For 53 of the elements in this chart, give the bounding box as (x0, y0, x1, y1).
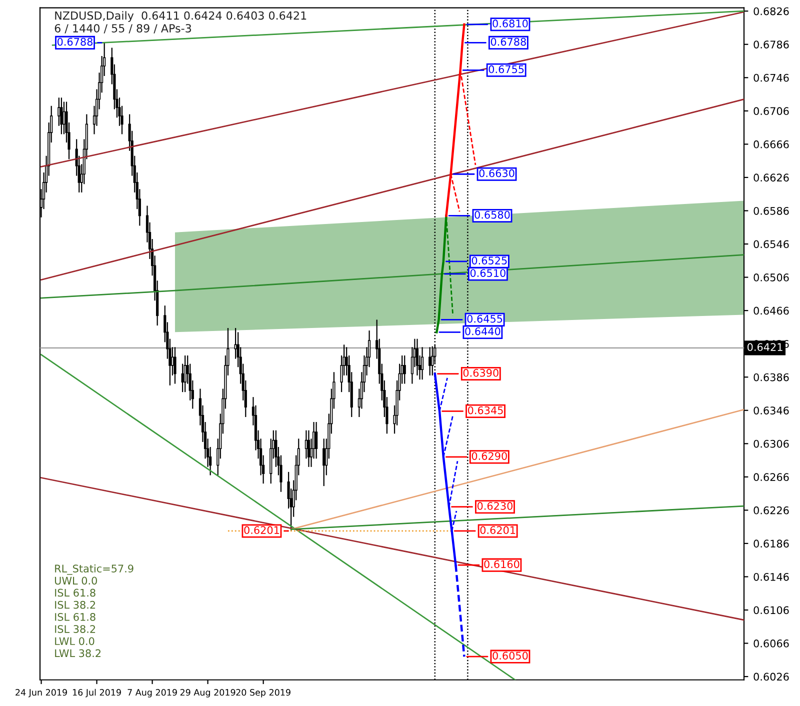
x-tick-label: 7 Aug 2019 (128, 689, 177, 698)
data-label: 0.6390 (463, 368, 498, 377)
x-tick-label: 16 Jul 2019 (72, 688, 121, 698)
data-label: 0.6630 (479, 169, 514, 178)
data-label: 0.6788 (490, 38, 526, 46)
annotation: LWL 38.2 (55, 649, 100, 658)
y-tick-label: 0.6066 (754, 640, 789, 648)
y-tick-label: 0.6146 (754, 572, 789, 581)
x-tick-label: 20 Sep 2019 (236, 689, 290, 698)
x-tick-label: 29 Aug 2019 (180, 689, 236, 698)
annotation: 0.6201 (244, 526, 279, 534)
data-label: 0.6755 (488, 65, 524, 74)
y-tick-label: 0.6226 (754, 506, 789, 514)
y-tick-label: 0.6666 (754, 140, 789, 148)
y-tick-label: 0.6506 (754, 274, 789, 282)
data-label: 0.6160 (484, 560, 520, 568)
data-label: 0.6345 (468, 406, 503, 414)
data-label: 0.6440 (465, 327, 500, 336)
y-tick-label: 0.6626 (754, 174, 789, 182)
annotation: ISL 61.8 (55, 588, 96, 597)
y-tick-label: 0.6386 (754, 373, 789, 382)
y-tick-label: 0.6186 (754, 540, 789, 548)
data-label: 0.6810 (492, 20, 528, 28)
annotation: LWL 0.0 (55, 637, 94, 646)
y-tick-label: 0.6706 (754, 107, 789, 116)
annotation: ISL 61.8 (55, 613, 96, 621)
annotation: UWL 0.0 (54, 576, 97, 585)
y-tick-label: 0.6466 (754, 306, 789, 315)
annotation: 0.6788 (57, 38, 93, 46)
text: 6 / 1440 / 55 / 89 / APs-3 (54, 24, 192, 34)
y-tick-label: 0.6586 (754, 206, 789, 215)
data-label: 0.6290 (472, 452, 507, 460)
data-label: 0.6050 (492, 652, 528, 660)
y-tick-label: 0.6346 (754, 406, 789, 414)
y-tick-label: 0.6746 (754, 74, 789, 82)
data-label: 0.6230 (477, 502, 513, 510)
data-label: 0.6525 (472, 256, 507, 264)
data-label: 0.6580 (474, 210, 510, 219)
y-tick-label: 0.6786 (754, 40, 789, 48)
y-tick-label: 0.6826 (754, 7, 789, 16)
y-tick-label: 0.6546 (754, 240, 789, 248)
y-tick-label: 0.6266 (754, 473, 789, 482)
x-tick-label: 24 Jun 2019 (16, 689, 67, 698)
annotation: ISL 38.2 (55, 600, 96, 609)
data-label: 0.6201 (480, 526, 516, 534)
y-tick-label: 0.6306 (754, 440, 789, 448)
data-label: 0.6455 (467, 314, 502, 323)
data-label: 0.6510 (470, 269, 506, 277)
y-tick-label: 0.6106 (754, 606, 789, 614)
annotation: ISL 38.2 (55, 625, 96, 633)
chart-title: NZDUSD,Daily 0.6411 0.6424 0.6403 0.6421 (55, 11, 306, 22)
annotation: RL_Static=57.9 (55, 564, 134, 575)
y-tick-label: 0.6026 (754, 672, 789, 681)
